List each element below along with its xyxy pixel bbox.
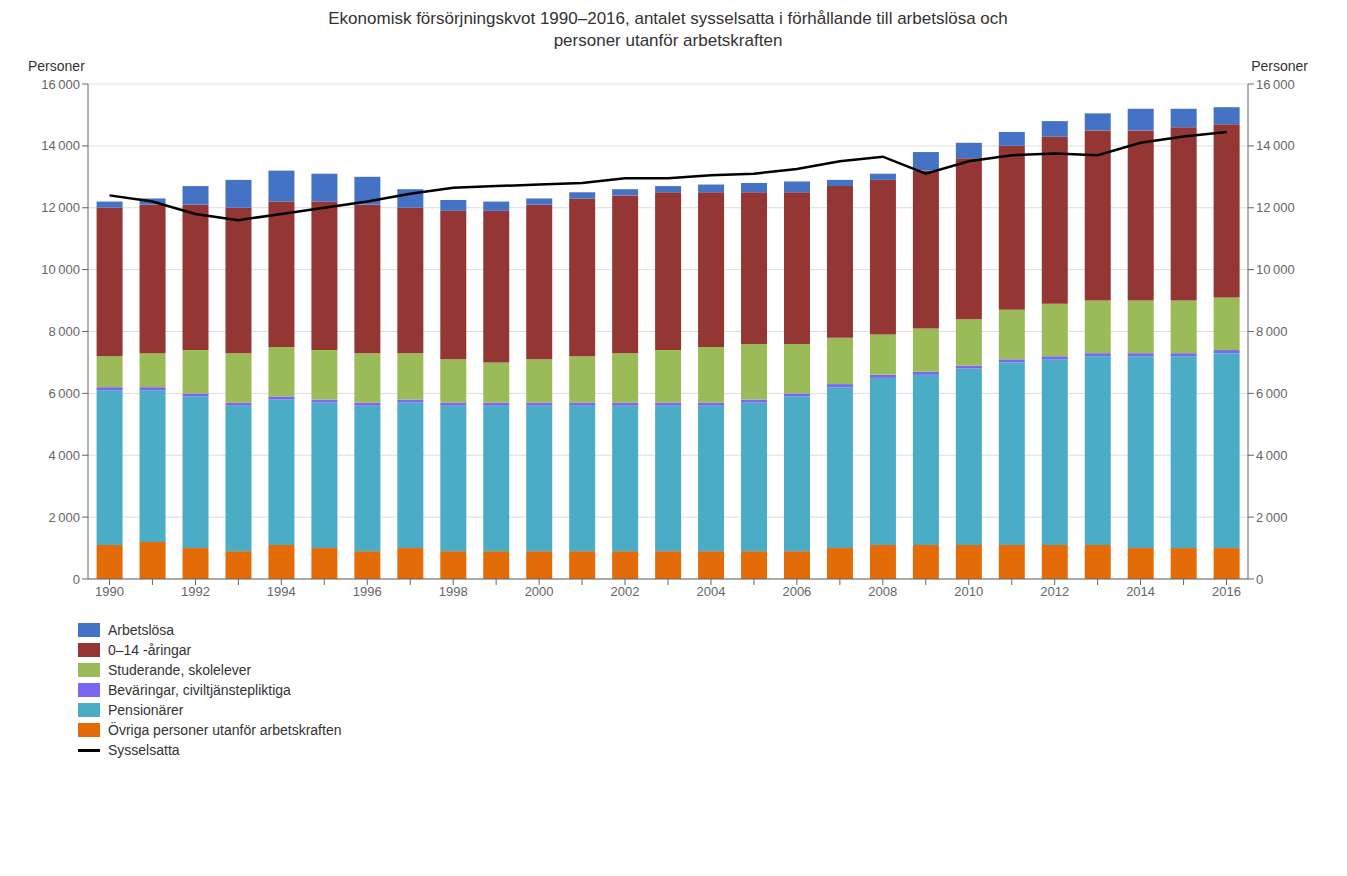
- svg-text:1996: 1996: [353, 584, 382, 599]
- svg-text:8 000: 8 000: [48, 324, 80, 339]
- html-text:Övriga personer utanför arbets: Övriga personer utanför arbetskraften: [108, 722, 342, 739]
- svg-text:2012: 2012: [1040, 584, 1069, 599]
- html-text:Arbetslösa: Arbetslösa: [108, 622, 175, 639]
- svg-text:16 000: 16 000: [41, 77, 80, 92]
- html-text:Beväringar, civiltjänsteplikti: Beväringar, civiltjänstepliktiga: [108, 682, 291, 699]
- svg-text:2 000: 2 000: [48, 510, 80, 525]
- html-text:Ekonomisk försörjningskvot 199: Ekonomisk försörjningskvot 1990–2016, an…: [328, 9, 1008, 51]
- svg-text:1994: 1994: [267, 584, 296, 599]
- html-text:Personer: Personer: [28, 58, 85, 75]
- svg-text:4 000: 4 000: [1256, 448, 1288, 463]
- svg-text:2002: 2002: [611, 584, 640, 599]
- svg-text:1998: 1998: [439, 584, 468, 599]
- html-text:0–14 -åringar: 0–14 -åringar: [108, 642, 192, 659]
- svg-text:10 000: 10 000: [41, 262, 80, 277]
- svg-text:8 000: 8 000: [1256, 324, 1288, 339]
- svg-text:2014: 2014: [1126, 584, 1155, 599]
- svg-text:0: 0: [73, 572, 80, 587]
- svg-text:2006: 2006: [782, 584, 811, 599]
- svg-text:12 000: 12 000: [41, 201, 80, 216]
- svg-text:16 000: 16 000: [1256, 77, 1295, 92]
- svg-text:2008: 2008: [868, 584, 897, 599]
- svg-text:10 000: 10 000: [1256, 262, 1295, 277]
- html-text:Personer: Personer: [1251, 58, 1308, 75]
- html-text:Sysselsatta: Sysselsatta: [108, 742, 180, 759]
- svg-text:14 000: 14 000: [41, 139, 80, 154]
- svg-text:2004: 2004: [697, 584, 726, 599]
- svg-text:6 000: 6 000: [1256, 386, 1288, 401]
- html-text:Studerande, skolelever: Studerande, skolelever: [108, 662, 252, 679]
- svg-text:2010: 2010: [954, 584, 983, 599]
- svg-text:6 000: 6 000: [48, 386, 80, 401]
- svg-text:1990: 1990: [95, 584, 124, 599]
- svg-text:12 000: 12 000: [1256, 201, 1295, 216]
- svg-text:0: 0: [1256, 572, 1263, 587]
- svg-text:1992: 1992: [181, 584, 210, 599]
- svg-text:2016: 2016: [1212, 584, 1241, 599]
- svg-text:2000: 2000: [525, 584, 554, 599]
- svg-text:2 000: 2 000: [1256, 510, 1288, 525]
- html-text:Pensionärer: Pensionärer: [108, 702, 184, 719]
- svg-text:14 000: 14 000: [1256, 139, 1295, 154]
- svg-text:4 000: 4 000: [48, 448, 80, 463]
